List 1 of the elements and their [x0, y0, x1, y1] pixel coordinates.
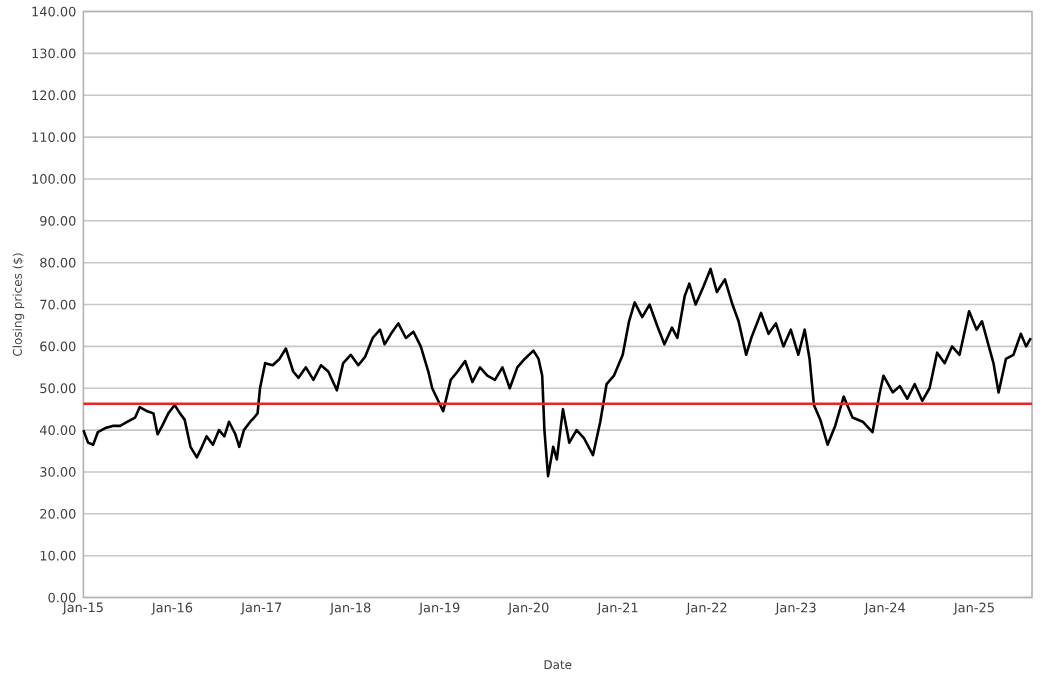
line-series	[82, 267, 1033, 478]
